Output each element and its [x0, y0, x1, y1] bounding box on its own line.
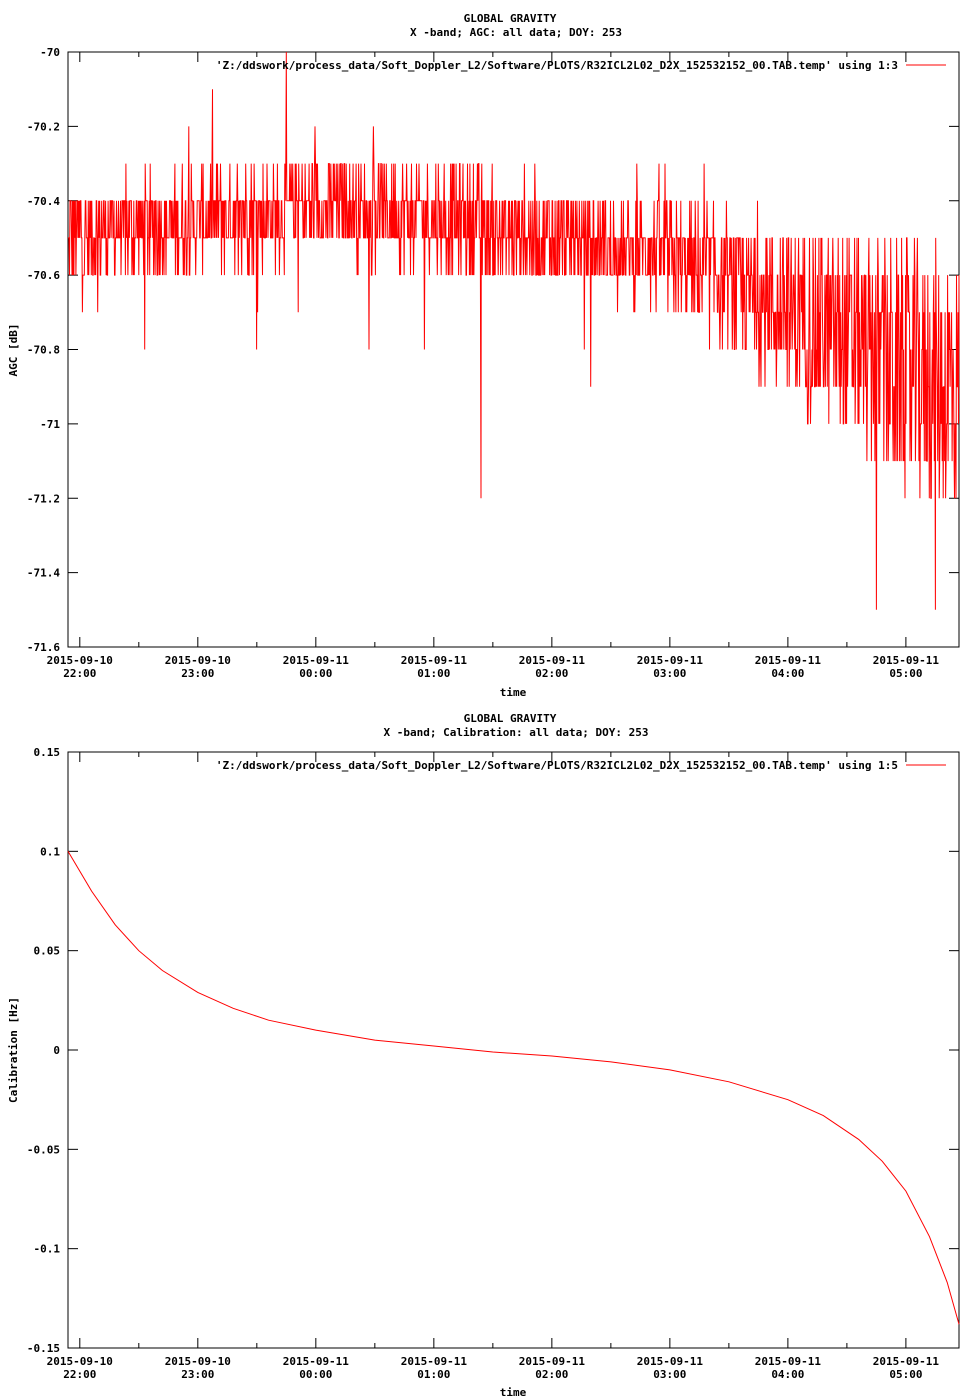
- calibration-x-tick-date: 2015-09-11: [637, 1355, 704, 1368]
- agc-y-ticks: -70 -70.2 -70.4 -70.6 -70.8 -71 -71.2 -71.4 -71.…: [27, 46, 959, 654]
- agc-y-axis-label: AGC [dB]: [7, 324, 20, 377]
- agc-y-tick-label: -70.2: [27, 120, 60, 133]
- calibration-series-line: [67, 851, 960, 1325]
- agc-x-tick-time: 23:00: [181, 667, 214, 680]
- calibration-y-tick-label: 0.05: [34, 945, 61, 958]
- calibration-x-tick-date: 2015-09-10: [165, 1355, 231, 1368]
- calibration-y-tick-label: -0.1: [34, 1243, 61, 1256]
- calibration-x-axis-label: time: [500, 1386, 527, 1399]
- calibration-x-tick-date: 2015-09-11: [283, 1355, 350, 1368]
- calibration-y-tick-label: 0: [53, 1044, 60, 1057]
- calibration-plot-frame: [67, 751, 960, 1349]
- agc-x-tick-time: 03:00: [653, 667, 686, 680]
- calibration-y-ticks: 0.15 0.1 0.05 0 -0.05 -0.1 -0.15: [27, 746, 959, 1355]
- agc-x-tick-date: 2015-09-10: [165, 654, 231, 667]
- calibration-x-ticks: 2015-09-1022:002015-09-1023:002015-09-11…: [47, 752, 940, 1381]
- agc-series-line: [68, 51, 960, 610]
- calibration-x-tick-time: 23:00: [181, 1368, 214, 1381]
- agc-x-tick-date: 2015-09-11: [283, 654, 350, 667]
- calibration-y-tick-label: -0.05: [27, 1143, 60, 1156]
- agc-y-tick-label: -70.4: [27, 195, 60, 208]
- calibration-x-tick-time: 05:00: [889, 1368, 922, 1381]
- agc-legend-label: 'Z:/ddswork/process_data/Soft_Doppler_L2…: [216, 59, 898, 72]
- agc-x-tick-date: 2015-09-11: [401, 654, 468, 667]
- calibration-chart-subtitle: X -band; Calibration: all data; DOY: 253: [384, 726, 649, 739]
- calibration-y-tick-label: -0.15: [27, 1342, 60, 1355]
- calibration-x-tick-date: 2015-09-10: [47, 1355, 113, 1368]
- agc-x-tick-time: 22:00: [63, 667, 96, 680]
- calibration-legend-label: 'Z:/ddswork/process_data/Soft_Doppler_L2…: [216, 759, 898, 772]
- calibration-x-tick-date: 2015-09-11: [401, 1355, 468, 1368]
- calibration-x-tick-date: 2015-09-11: [755, 1355, 822, 1368]
- agc-y-tick-label: -71.4: [27, 567, 60, 580]
- agc-chart: GLOBAL GRAVITY X -band; AGC: all data; D…: [7, 12, 960, 699]
- calibration-x-tick-date: 2015-09-11: [873, 1355, 940, 1368]
- calibration-x-tick-time: 03:00: [653, 1368, 686, 1381]
- calibration-y-axis-label: Calibration [Hz]: [7, 997, 20, 1103]
- calibration-chart-title: GLOBAL GRAVITY: [464, 712, 557, 725]
- calibration-x-tick-time: 01:00: [417, 1368, 450, 1381]
- calibration-x-tick-date: 2015-09-11: [519, 1355, 586, 1368]
- agc-chart-subtitle: X -band; AGC: all data; DOY: 253: [410, 26, 622, 39]
- agc-x-tick-date: 2015-09-11: [755, 654, 822, 667]
- agc-x-tick-date: 2015-09-11: [873, 654, 940, 667]
- calibration-chart: GLOBAL GRAVITY X -band; Calibration: all…: [7, 712, 960, 1399]
- agc-x-tick-date: 2015-09-11: [519, 654, 586, 667]
- calibration-x-tick-time: 04:00: [771, 1368, 804, 1381]
- agc-y-tick-label: -71: [40, 418, 60, 431]
- agc-x-tick-time: 02:00: [535, 667, 568, 680]
- agc-y-tick-label: -71.6: [27, 641, 60, 654]
- agc-y-tick-label: -70.6: [27, 269, 60, 282]
- agc-x-ticks: 2015-09-1022:002015-09-1023:002015-09-11…: [47, 52, 940, 680]
- calibration-x-tick-time: 00:00: [299, 1368, 332, 1381]
- agc-x-tick-time: 01:00: [417, 667, 450, 680]
- agc-chart-title: GLOBAL GRAVITY: [464, 12, 557, 25]
- agc-y-tick-label: -70: [40, 46, 60, 59]
- agc-x-tick-time: 04:00: [771, 667, 804, 680]
- agc-x-tick-time: 00:00: [299, 667, 332, 680]
- agc-y-tick-label: -71.2: [27, 492, 60, 505]
- calibration-y-tick-label: 0.15: [34, 746, 61, 759]
- calibration-y-tick-label: 0.1: [40, 845, 60, 858]
- agc-y-tick-label: -70.8: [27, 344, 60, 357]
- agc-x-tick-date: 2015-09-10: [47, 654, 113, 667]
- calibration-x-tick-time: 02:00: [535, 1368, 568, 1381]
- agc-x-axis-label: time: [500, 686, 527, 699]
- agc-x-tick-date: 2015-09-11: [637, 654, 704, 667]
- calibration-x-tick-time: 22:00: [63, 1368, 96, 1381]
- agc-x-tick-time: 05:00: [889, 667, 922, 680]
